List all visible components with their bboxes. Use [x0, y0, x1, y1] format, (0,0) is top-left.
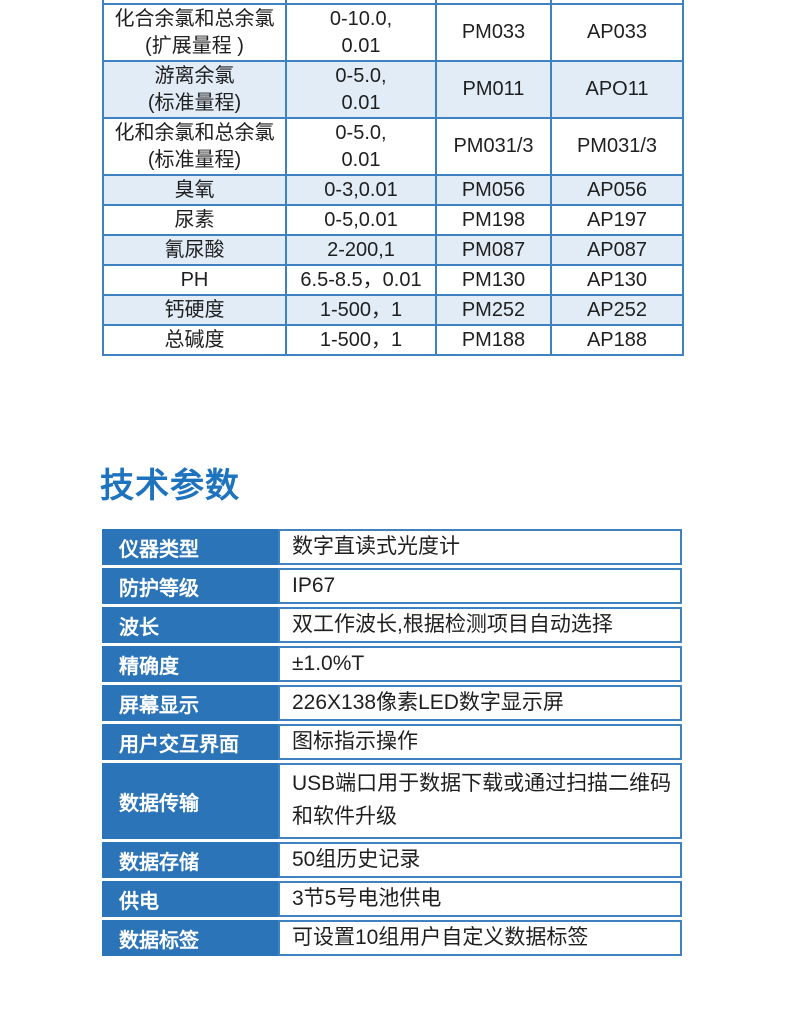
tech-value: 3节5号电池供电 [278, 881, 682, 917]
tech-table: 仪器类型 数字直读式光度计 防护等级 IP67 波长 双工作波长,根据检测项目自… [102, 529, 682, 959]
parameter-range-table: 化合余氯和总余氯 (扩展量程 ) 0-10.0, 0.01 PM033 AP03… [102, 0, 684, 356]
tech-label: 数据传输 [102, 763, 278, 839]
table-row: 臭氧 0-3,0.01 PM056 AP056 [102, 174, 684, 206]
param-name-cell: 总碱度 [102, 324, 287, 356]
param-name-cell: 氰尿酸 [102, 234, 287, 266]
param-name-cell: 化合余氯和总余氯 (扩展量程 ) [102, 3, 287, 62]
tech-label: 仪器类型 [102, 529, 278, 565]
tech-label: 波长 [102, 607, 278, 643]
table-row: 氰尿酸 2-200,1 PM087 AP087 [102, 234, 684, 266]
ap-model-cell: APO11 [550, 60, 684, 119]
ap-model-cell: AP188 [550, 324, 684, 356]
table-row: 尿素 0-5,0.01 PM198 AP197 [102, 204, 684, 236]
range-cell: 2-200,1 [285, 234, 437, 266]
tech-value: 可设置10组用户自定义数据标签 [278, 920, 682, 956]
tech-value: USB端口用于数据下载或通过扫描二维码和软件升级 [278, 763, 682, 839]
table-row: 游离余氯 (标准量程) 0-5.0, 0.01 PM011 APO11 [102, 60, 684, 119]
range-cell: 1-500，1 [285, 324, 437, 356]
tech-label: 供电 [102, 881, 278, 917]
parameter-range-table-wrap: 化合余氯和总余氯 (扩展量程 ) 0-10.0, 0.01 PM033 AP03… [102, 0, 684, 356]
ap-model-cell: PM031/3 [550, 117, 684, 176]
cut-off-cell [102, 0, 287, 5]
range-cell: 0-5.0, 0.01 [285, 60, 437, 119]
pm-model-cell: PM130 [435, 264, 552, 296]
ap-model-cell: AP056 [550, 174, 684, 206]
tech-row: 屏幕显示 226X138像素LED数字显示屏 [102, 685, 682, 721]
param-name-cell: PH [102, 264, 287, 296]
param-name-cell: 游离余氯 (标准量程) [102, 60, 287, 119]
pm-model-cell: PM056 [435, 174, 552, 206]
ap-model-cell: AP197 [550, 204, 684, 236]
range-cell: 0-3,0.01 [285, 174, 437, 206]
table-row: PH 6.5-8.5，0.01 PM130 AP130 [102, 264, 684, 296]
table-row: 总碱度 1-500，1 PM188 AP188 [102, 324, 684, 356]
tech-label: 精确度 [102, 646, 278, 682]
tech-label: 数据存储 [102, 842, 278, 878]
tech-row: 用户交互界面 图标指示操作 [102, 724, 682, 760]
range-cell: 0-10.0, 0.01 [285, 3, 437, 62]
pm-model-cell: PM188 [435, 324, 552, 356]
tech-row: 数据传输 USB端口用于数据下载或通过扫描二维码和软件升级 [102, 763, 682, 839]
tech-row: 仪器类型 数字直读式光度计 [102, 529, 682, 565]
tech-value: ±1.0%T [278, 646, 682, 682]
tech-value: 图标指示操作 [278, 724, 682, 760]
tech-row: 供电 3节5号电池供电 [102, 881, 682, 917]
tech-row: 防护等级 IP67 [102, 568, 682, 604]
tech-row: 精确度 ±1.0%T [102, 646, 682, 682]
tech-value: 50组历史记录 [278, 842, 682, 878]
ap-model-cell: AP252 [550, 294, 684, 326]
tech-label: 屏幕显示 [102, 685, 278, 721]
cut-off-cell [435, 0, 552, 5]
tech-row: 数据标签 可设置10组用户自定义数据标签 [102, 920, 682, 956]
table-row: 化和余氯和总余氯 (标准量程) 0-5.0, 0.01 PM031/3 PM03… [102, 117, 684, 176]
tech-value: IP67 [278, 568, 682, 604]
tech-row: 波长 双工作波长,根据检测项目自动选择 [102, 607, 682, 643]
cut-off-cell [550, 0, 684, 5]
param-name-cell: 钙硬度 [102, 294, 287, 326]
cut-off-cell [285, 0, 437, 5]
tech-label: 数据标签 [102, 920, 278, 956]
param-name-cell: 臭氧 [102, 174, 287, 206]
pm-model-cell: PM031/3 [435, 117, 552, 176]
cut-off-row [102, 0, 684, 5]
ap-model-cell: AP087 [550, 234, 684, 266]
tech-value: 双工作波长,根据检测项目自动选择 [278, 607, 682, 643]
table-row: 化合余氯和总余氯 (扩展量程 ) 0-10.0, 0.01 PM033 AP03… [102, 3, 684, 62]
ap-model-cell: AP130 [550, 264, 684, 296]
param-name-cell: 化和余氯和总余氯 (标准量程) [102, 117, 287, 176]
pm-model-cell: PM198 [435, 204, 552, 236]
range-cell: 0-5.0, 0.01 [285, 117, 437, 176]
pm-model-cell: PM033 [435, 3, 552, 62]
pm-model-cell: PM087 [435, 234, 552, 266]
range-cell: 6.5-8.5，0.01 [285, 264, 437, 296]
tech-label: 用户交互界面 [102, 724, 278, 760]
param-name-cell: 尿素 [102, 204, 287, 236]
section-title: 技术参数 [100, 467, 240, 505]
tech-label: 防护等级 [102, 568, 278, 604]
table-row: 钙硬度 1-500，1 PM252 AP252 [102, 294, 684, 326]
tech-value: 数字直读式光度计 [278, 529, 682, 565]
pm-model-cell: PM011 [435, 60, 552, 119]
tech-row: 数据存储 50组历史记录 [102, 842, 682, 878]
range-cell: 0-5,0.01 [285, 204, 437, 236]
range-cell: 1-500，1 [285, 294, 437, 326]
pm-model-cell: PM252 [435, 294, 552, 326]
tech-value: 226X138像素LED数字显示屏 [278, 685, 682, 721]
ap-model-cell: AP033 [550, 3, 684, 62]
